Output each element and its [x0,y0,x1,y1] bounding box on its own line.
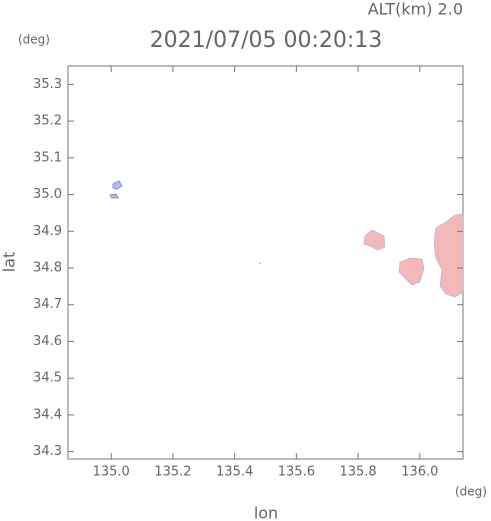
x-tick-label: 135.6 [278,465,315,480]
x-tick-label: 135.4 [216,465,253,480]
y-tick-label: 35.0 [33,187,62,202]
y-tick-label: 34.3 [33,444,62,459]
x-axis-label: lon [254,504,278,521]
y-tick-label: 35.3 [33,77,62,92]
y-tick-label: 34.8 [33,261,62,276]
x-tick-label: 135.2 [154,465,191,480]
altitude-label: ALT(km) 2.0 [368,0,463,19]
y-axis-label: lat [0,252,19,273]
y-tick-label: 34.9 [33,224,62,239]
x-tick-label: 135.0 [93,465,130,480]
echo [398,257,425,286]
echo [109,180,123,199]
chart-title: 2021/07/05 00:20:13 [150,28,383,53]
y-tick-label: 34.6 [33,334,62,349]
y-tick-label: 35.2 [33,114,62,129]
x-unit: (deg) [455,485,487,499]
radar-echoes [109,180,464,298]
y-tick-label: 34.7 [33,297,62,312]
y-tick-label: 35.1 [33,150,62,165]
echo [433,213,464,298]
echo [363,229,386,251]
y-tick-label: 34.5 [33,371,62,386]
x-tick-label: 136.0 [401,465,438,480]
y-unit: (deg) [18,33,50,47]
x-tick-label: 135.8 [339,465,376,480]
echo [259,262,261,264]
y-tick-label: 34.4 [33,407,62,422]
